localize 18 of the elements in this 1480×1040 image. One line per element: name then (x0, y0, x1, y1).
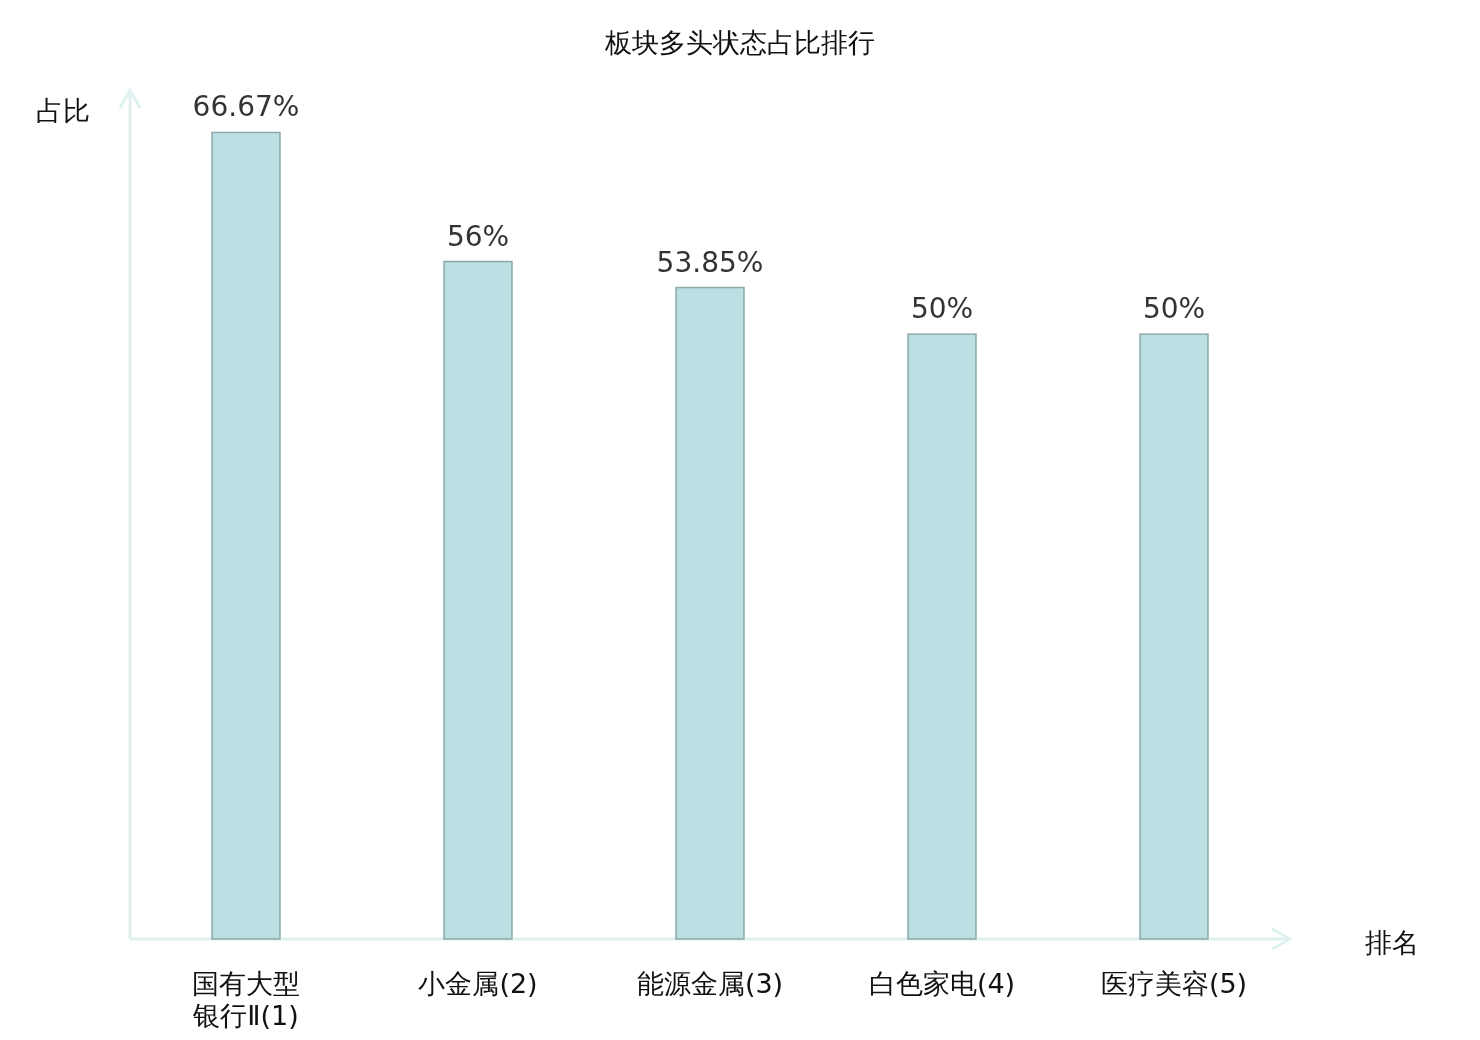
data-label: 66.67% (192, 90, 300, 124)
x-tick-label: 小金属(2) (418, 968, 538, 999)
data-label: 50% (910, 292, 974, 326)
bar (211, 131, 281, 940)
bar (675, 286, 745, 940)
data-label: 50% (1142, 292, 1206, 326)
data-label: 56% (446, 219, 510, 253)
bar (907, 333, 977, 940)
x-tick-label: 医疗美容(5) (1100, 968, 1248, 999)
x-tick-label: 能源金属(3) (636, 968, 784, 999)
x-axis-title: 排名 (1365, 927, 1419, 958)
bar (1139, 333, 1209, 940)
x-tick-label: 白色家电(4) (868, 968, 1016, 999)
y-axis-title: 占比 (36, 95, 90, 126)
chart-title: 板块多头状态占比排行 (604, 27, 875, 58)
bar (443, 260, 513, 940)
x-tick-label: 国有大型银行Ⅱ(1) (192, 968, 300, 1031)
data-label: 53.85% (656, 245, 764, 279)
